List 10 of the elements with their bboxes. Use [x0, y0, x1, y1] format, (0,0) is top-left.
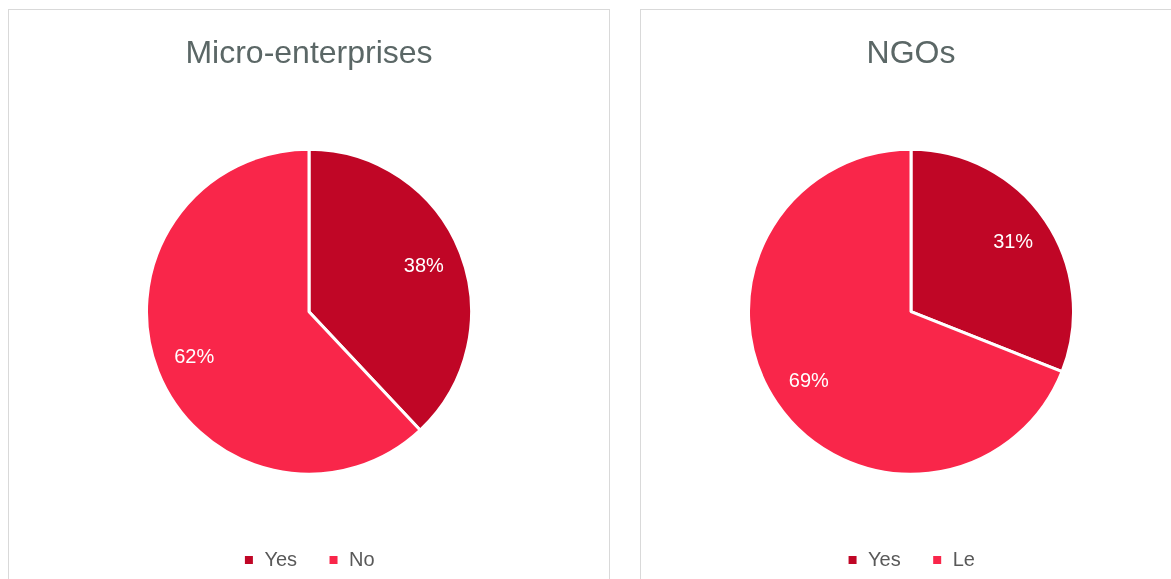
- data-label: 38%: [403, 253, 445, 276]
- data-label: 62%: [174, 344, 215, 367]
- legend-label: Yes: [264, 547, 298, 570]
- data-label: 31%: [993, 229, 1034, 252]
- data-label: 69%: [788, 368, 830, 391]
- legend-label: Yes: [868, 547, 901, 570]
- legend-label: Le: [952, 547, 975, 570]
- legend-label: No: [349, 547, 375, 570]
- chart-title: Micro-enterprises: [185, 34, 433, 71]
- chart-title: NGOs: [866, 34, 956, 71]
